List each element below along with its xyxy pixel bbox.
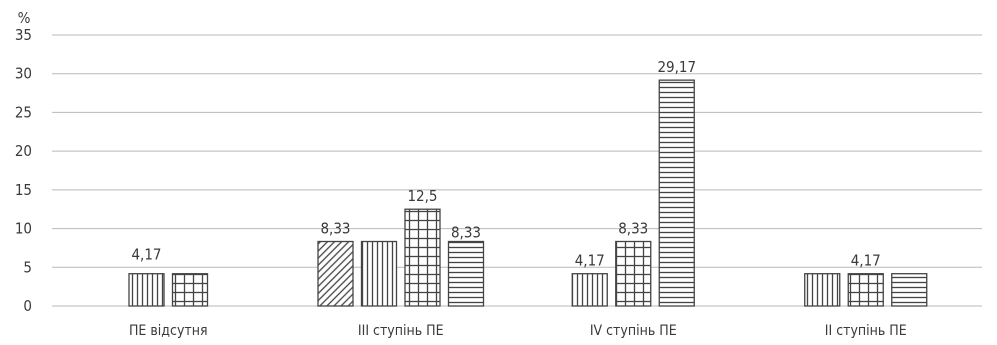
bar-group (571, 79, 695, 307)
data-label: 8,33 (618, 220, 648, 238)
y-tick-label: 25 (15, 103, 32, 121)
y-tick-label: 10 (15, 220, 32, 238)
bar (317, 240, 354, 307)
bar-group (128, 273, 209, 307)
data-label: 4,17 (851, 252, 881, 270)
bar (571, 273, 608, 307)
bar (847, 273, 884, 307)
data-labels: 4,17 8,33 12,5 8,33 4,17 8,33 29,17 4,17 (131, 58, 880, 270)
bar (128, 273, 165, 307)
x-category-label: ІІІ ступінь ПЕ (358, 323, 444, 339)
bar (658, 79, 695, 307)
data-label: 29,17 (657, 58, 696, 76)
bar (447, 240, 485, 307)
bar-group (317, 208, 485, 307)
y-tick-label: 0 (23, 297, 32, 315)
bar (891, 273, 928, 307)
y-tick-label: 35 (15, 26, 32, 44)
data-label: 8,33 (451, 224, 481, 242)
y-tick-label: 5 (23, 258, 32, 276)
bar (360, 240, 398, 307)
x-axis-categories: ПЕ відсутня ІІІ ступінь ПЕ IV ступінь ПЕ ІІ… (129, 323, 907, 339)
x-category-label: IV ступінь ПЕ (590, 323, 677, 339)
bar (171, 273, 209, 307)
data-label: 4,17 (575, 252, 605, 270)
bar (804, 273, 841, 307)
data-label: 4,17 (131, 246, 161, 264)
gridlines (52, 34, 982, 307)
bars (128, 79, 928, 307)
data-label: 12,5 (407, 187, 437, 205)
y-tick-label: 20 (15, 142, 32, 160)
data-label: 8,33 (320, 220, 350, 238)
bar (615, 240, 652, 307)
y-axis-ticks: 0 5 10 15 20 25 30 35 (15, 26, 32, 315)
bar-group (804, 273, 928, 307)
x-category-label: ІІ ступінь ПЕ (825, 323, 907, 339)
bar (404, 208, 441, 307)
y-unit-label: % (18, 9, 31, 27)
x-category-label: ПЕ відсутня (129, 323, 208, 339)
y-tick-label: 15 (15, 181, 32, 199)
y-tick-label: 30 (15, 65, 32, 83)
